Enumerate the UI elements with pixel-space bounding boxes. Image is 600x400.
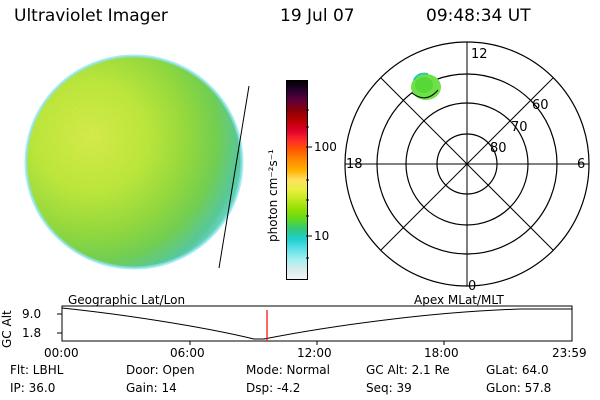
- glon-value: GLon: 57.8: [486, 381, 552, 395]
- gc-alt-value: GC Alt: 2.1 Re: [366, 363, 450, 377]
- observation-time: 09:48:34 UT: [426, 6, 531, 26]
- glat-value: GLat: 64.0: [486, 363, 549, 377]
- mlat-label-70: 70: [511, 120, 528, 135]
- gc-alt-tick-bottom: 1.8: [22, 326, 42, 340]
- earth-disk-texture: [26, 56, 242, 268]
- geo-latlon-title: Geographic Lat/Lon: [68, 293, 186, 307]
- gain-value: Gain: 14: [126, 381, 177, 395]
- color-scale-label-10: 10: [314, 229, 330, 243]
- terminator-line: [218, 85, 250, 269]
- color-scale-fill: [287, 81, 307, 279]
- door-status: Door: Open: [126, 363, 195, 377]
- mlt-label-12: 12: [471, 47, 488, 62]
- time-tick-0600: 06:00: [170, 346, 205, 360]
- dsp-value: Dsp: -4.2: [246, 381, 301, 395]
- mlat-label-80: 80: [490, 141, 507, 156]
- ip-value: IP: 36.0: [10, 381, 56, 395]
- time-tick-1800: 18:00: [424, 346, 459, 360]
- instrument-title: Ultraviolet Imager: [14, 6, 168, 26]
- color-scale-label-100: 100: [314, 140, 337, 154]
- mlt-label-18: 18: [346, 157, 363, 172]
- mode-value: Mode: Normal: [246, 363, 330, 377]
- mlat-label-60: 60: [532, 98, 549, 113]
- time-tick-1200: 12:00: [297, 346, 332, 360]
- time-tick-0000: 00:00: [44, 346, 79, 360]
- observation-date: 19 Jul 07: [280, 6, 355, 26]
- filter-value: Flt: LBHL: [10, 363, 64, 377]
- gc-alt-tick-top: 9.0: [22, 307, 42, 321]
- mlt-label-0: 0: [468, 279, 476, 294]
- seq-value: Seq: 39: [366, 381, 412, 395]
- altitude-curve: [61, 307, 572, 340]
- time-tick-2359: 23:59: [552, 346, 587, 360]
- mlt-label-6: 6: [577, 157, 585, 172]
- limb-glow: [24, 54, 244, 270]
- apex-mlat-mlt-title: Apex MLat/MLT: [414, 293, 504, 307]
